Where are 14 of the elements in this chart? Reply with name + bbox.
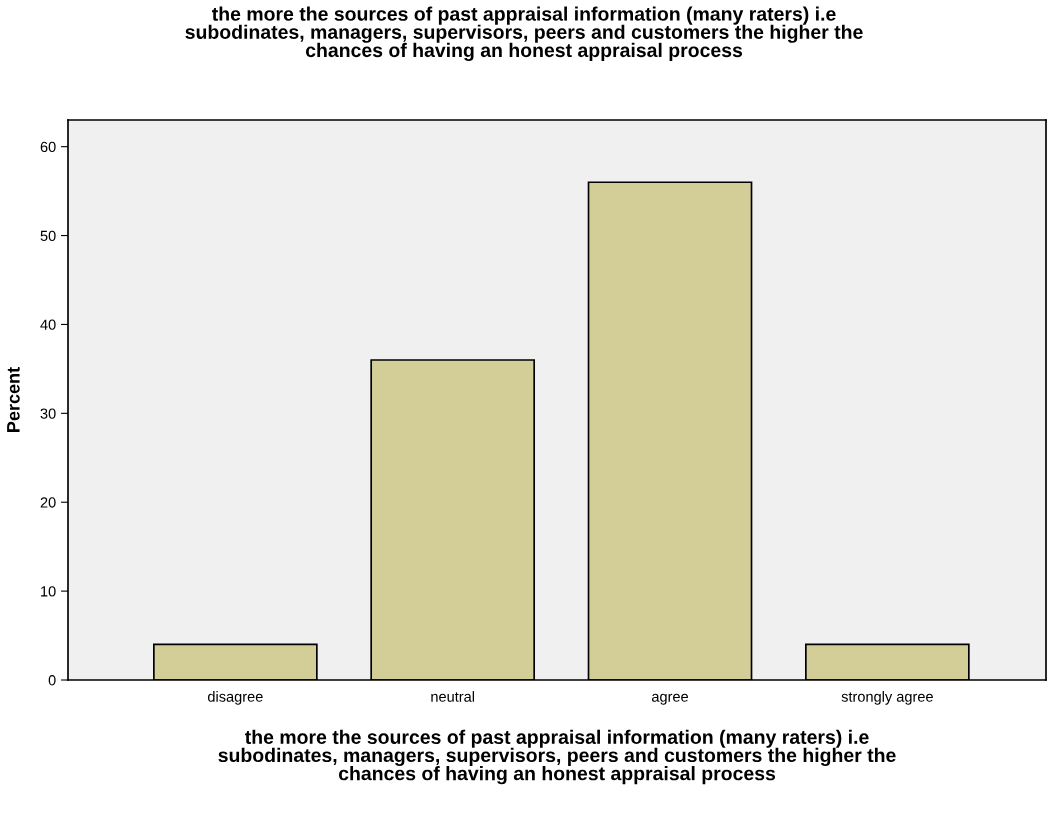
y-tick-label: 40 — [40, 319, 56, 330]
y-tick-label: 50 — [40, 230, 56, 241]
y-tick-label: 0 — [48, 675, 56, 686]
y-tick-label: 10 — [41, 586, 56, 597]
x-tick-label: neutral — [431, 691, 474, 702]
y-tick-label: 20 — [40, 497, 56, 508]
y-tick-label: 60 — [40, 141, 56, 153]
chart-title: the more the sources of past appraisal information (many raters) i.e subodinates, managers, supervisors, peers and customers the higher the chances of having an honest appraisal process — [185, 6, 863, 62]
x-axis-title: the more the sources of past appraisal information (many raters) i.e subodinates, managers, supervisors, peers and customers the higher the chances of having an honest appraisal process — [218, 729, 896, 785]
y-tick-label: 30 — [40, 408, 56, 419]
x-tick-label: disagree — [207, 691, 263, 705]
x-tick-label: strongly agree — [841, 691, 933, 705]
x-tick-label: agree — [651, 693, 689, 705]
y-axis-title: Percent — [7, 367, 20, 432]
